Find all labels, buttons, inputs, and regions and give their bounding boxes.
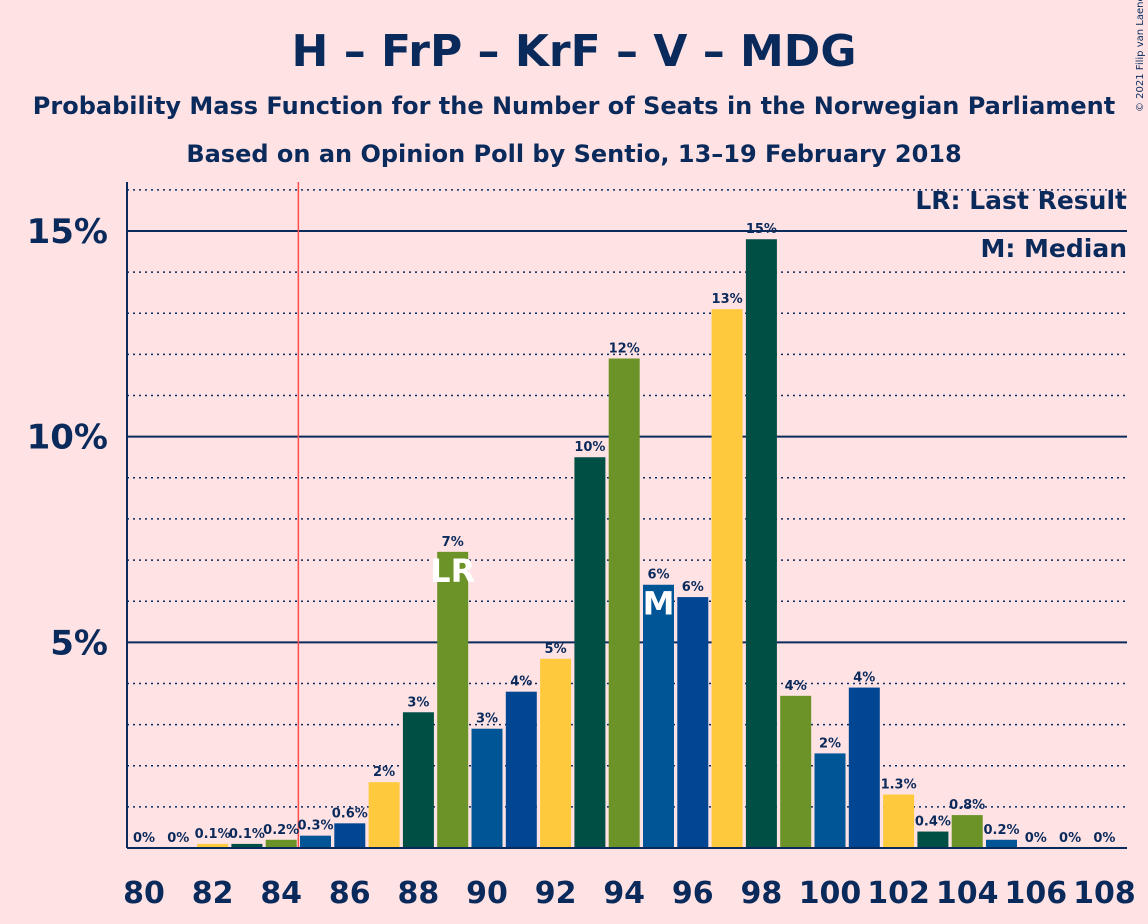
bar-label-seat-92: 5% [545, 642, 567, 657]
x-tick-label-80: 80 [123, 876, 165, 911]
bar-label-seat-82: 0.1% [195, 827, 231, 842]
bar-label-seat-96: 6% [682, 580, 704, 595]
bar-seat-92 [540, 658, 572, 848]
bar-seat-98 [745, 239, 777, 848]
bar-label-seat-80: 0% [133, 831, 155, 846]
x-tick-label-84: 84 [260, 876, 302, 911]
copyright-text: © 2021 Filip van Laenen [1135, 0, 1146, 112]
x-tick-label-102: 102 [867, 876, 930, 911]
x-tick-label-108: 108 [1073, 876, 1136, 911]
bar-label-seat-81: 0% [167, 831, 189, 846]
bar-seat-100 [814, 753, 846, 848]
bar-label-seat-94: 12% [609, 342, 640, 357]
chart-axes: 5% 10% 15% 80 82 84 86 88 90 92 94 96 98 100 102 104 106… [27, 182, 1136, 911]
median-marker: M [643, 585, 675, 623]
legend-last-result: LR: Last Result [915, 186, 1127, 215]
bar-label-seat-104: 0.8% [949, 798, 985, 813]
bar-label-seat-89: 7% [442, 535, 464, 550]
bar-seat-101 [848, 687, 880, 848]
bar-seat-96 [677, 597, 709, 848]
bar-label-seat-86: 0.6% [332, 806, 368, 821]
bar-seat-97 [711, 309, 743, 848]
bar-seat-88 [402, 712, 434, 848]
bar-label-seat-108: 0% [1093, 831, 1115, 846]
x-tick-label-90: 90 [466, 876, 508, 911]
bar-label-seat-101: 4% [853, 671, 875, 686]
chart-subtitle: Probability Mass Function for the Number… [33, 92, 1115, 120]
bar-label-seat-107: 0% [1059, 831, 1081, 846]
bar-label-seat-84: 0.2% [263, 823, 299, 838]
chart-subtitle-2: Based on an Opinion Poll by Sentio, 13–1… [186, 140, 961, 168]
bar-seat-102 [883, 794, 915, 848]
y-tick-label-15: 15% [27, 212, 108, 252]
bar-seat-86 [334, 823, 366, 848]
bar-seat-83 [231, 843, 263, 848]
y-tick-label-5: 5% [50, 623, 108, 663]
bar-label-seat-100: 2% [819, 736, 841, 751]
bar-label-seat-106: 0% [1025, 831, 1047, 846]
chart-title: H – FrP – KrF – V – MDG [292, 26, 857, 77]
x-tick-label-106: 106 [1004, 876, 1067, 911]
bar-seat-84 [265, 839, 297, 848]
bar-seat-99 [780, 695, 812, 848]
bar-label-seat-103: 0.4% [915, 815, 951, 830]
bar-label-seat-83: 0.1% [229, 827, 265, 842]
bar-seat-103 [917, 831, 949, 848]
x-tick-label-82: 82 [192, 876, 234, 911]
bar-seat-87 [368, 782, 400, 848]
bar-seat-95 [643, 584, 674, 848]
bar-label-seat-88: 3% [407, 695, 429, 710]
bar-label-seat-91: 4% [510, 675, 532, 690]
last-result-marker: LR [430, 552, 475, 590]
bar-seat-104 [951, 815, 983, 848]
bar-seat-85 [300, 835, 331, 848]
legend-median: M: Median [980, 234, 1127, 263]
bar-label-seat-102: 1.3% [881, 778, 917, 793]
x-tick-label-86: 86 [329, 876, 371, 911]
bar-seat-82 [197, 843, 229, 848]
x-tick-label-98: 98 [741, 876, 783, 911]
bar-label-seat-93: 10% [574, 440, 605, 455]
bar-seat-93 [574, 457, 606, 848]
bar-label-seat-98: 15% [746, 222, 777, 237]
bar-label-seat-99: 4% [785, 679, 807, 694]
bar-seat-91 [505, 691, 537, 848]
bar-label-seat-105: 0.2% [983, 823, 1019, 838]
bar-label-seat-87: 2% [373, 765, 395, 780]
bar-label-seat-90: 3% [476, 712, 498, 727]
bar-series [197, 239, 1017, 848]
chart-markers: LR M [430, 552, 674, 623]
bar-label-seat-85: 0.3% [297, 819, 333, 834]
x-tick-label-104: 104 [936, 876, 999, 911]
bar-seat-105 [986, 839, 1017, 848]
bar-seat-89 [437, 551, 469, 848]
x-tick-label-88: 88 [398, 876, 440, 911]
y-tick-label-10: 10% [27, 418, 108, 458]
bar-seat-90 [471, 728, 503, 848]
x-tick-label-100: 100 [799, 876, 862, 911]
x-tick-label-96: 96 [672, 876, 714, 911]
bar-value-labels: 0% 0% 0.1%0.1%0.2%0.3%0.6%2%3%7%3%4%5%10%1… [133, 222, 1115, 846]
bar-label-seat-97: 13% [712, 292, 743, 307]
x-tick-label-94: 94 [603, 876, 645, 911]
bar-seat-94 [608, 358, 640, 848]
x-tick-label-92: 92 [535, 876, 577, 911]
bar-label-seat-95: 6% [647, 568, 669, 583]
